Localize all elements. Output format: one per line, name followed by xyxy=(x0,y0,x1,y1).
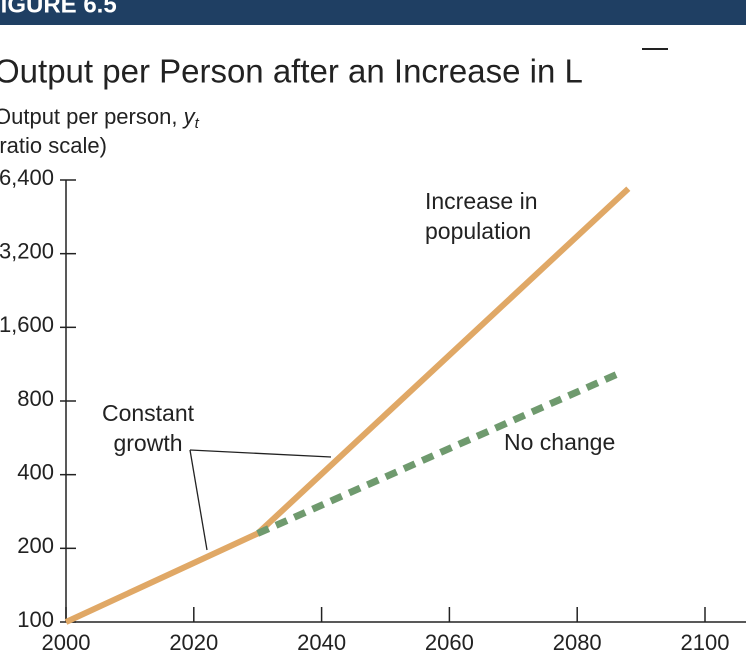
x-tick-label: 2060 xyxy=(425,630,474,655)
annotation: Constant growth xyxy=(101,400,195,456)
series-line xyxy=(256,368,624,537)
y-tick-label: 800 xyxy=(17,386,54,411)
x-tick-label: 2080 xyxy=(553,630,602,655)
y-tick-label: 6,400 xyxy=(0,165,54,190)
annotation-pointer xyxy=(189,449,332,458)
chart-title: Output per Person after an Increase in L xyxy=(0,53,583,90)
series-label: No change xyxy=(504,429,616,455)
y-label-sub: t xyxy=(195,115,200,132)
series-line xyxy=(64,186,631,625)
x-tick-label: 2100 xyxy=(681,630,730,655)
x-tick-label: 2000 xyxy=(42,630,91,655)
y-label-var: y xyxy=(182,104,197,129)
y-tick-label: 100 xyxy=(17,607,54,632)
y-axis-note: (ratio scale) xyxy=(0,133,107,158)
header-bar xyxy=(0,0,746,25)
x-tick-label: 2020 xyxy=(169,630,218,655)
y-tick-label: 1,600 xyxy=(0,312,54,337)
x-tick-label: 2040 xyxy=(297,630,346,655)
y-tick-label: 200 xyxy=(17,533,54,558)
y-tick-label: 400 xyxy=(17,459,54,484)
annotation-pointer xyxy=(189,449,208,551)
series-label: Increase in population xyxy=(425,188,538,244)
y-tick-label: 3,200 xyxy=(0,238,54,263)
y-label-text: Output per person, xyxy=(0,104,177,129)
y-axis-label: Output per person, yt xyxy=(0,104,200,132)
figure-number: FIGURE 6.5 xyxy=(0,0,117,18)
